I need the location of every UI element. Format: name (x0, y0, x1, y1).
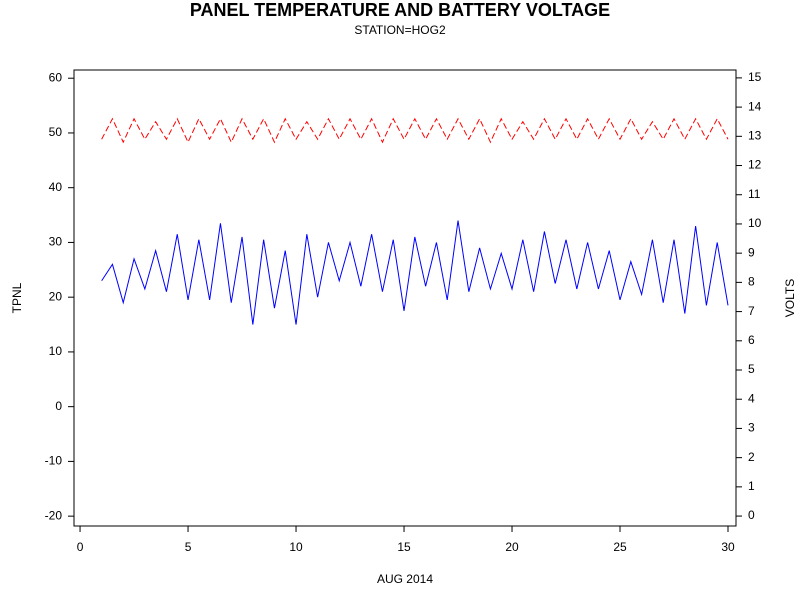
y2-tick-label: 2 (748, 450, 755, 464)
y2-tick-label: 1 (748, 479, 755, 493)
x-axis-label: AUG 2014 (377, 572, 433, 586)
y-tick-label: 60 (49, 70, 63, 84)
x-tick-label: 5 (185, 540, 192, 554)
y2-tick-label: 15 (748, 70, 762, 84)
y2-tick-label: 10 (748, 216, 762, 230)
y2-tick-label: 13 (748, 128, 762, 142)
y2-tick-label: 8 (748, 275, 755, 289)
x-tick-label: 15 (397, 540, 411, 554)
y2-axis-label: VOLTS (783, 279, 797, 317)
y2-tick-label: 7 (748, 304, 755, 318)
x-tick-label: 25 (613, 540, 627, 554)
y2-tick-label: 12 (748, 158, 762, 172)
y-tick-label: 10 (49, 344, 63, 358)
x-tick-label: 10 (289, 540, 303, 554)
chart-subtitle: STATION=HOG2 (354, 23, 446, 37)
x-tick-label: 30 (721, 540, 735, 554)
y2-tick-label: 4 (748, 391, 755, 405)
y-tick-label: -10 (45, 454, 63, 468)
chart-title: PANEL TEMPERATURE AND BATTERY VOLTAGE (190, 0, 610, 20)
y2-tick-label: 6 (748, 333, 755, 347)
y2-tick-label: 11 (748, 187, 761, 201)
y-tick-label: 20 (49, 289, 63, 303)
y-tick-label: 50 (49, 125, 63, 139)
plot-frame (73, 69, 737, 527)
y2-tick-label: 5 (748, 362, 755, 376)
y2-tick-label: 14 (748, 99, 762, 113)
y-tick-label: 0 (55, 399, 62, 413)
y-tick-label: -20 (45, 508, 63, 522)
series-line (101, 220, 729, 325)
y2-tick-label: 0 (748, 508, 755, 522)
y2-tick-label: 3 (748, 421, 755, 435)
y-tick-label: 40 (49, 180, 63, 194)
x-tick-label: 0 (77, 540, 84, 554)
y-tick-label: 30 (49, 235, 63, 249)
series-line (101, 117, 729, 144)
y2-tick-label: 9 (748, 245, 755, 259)
x-tick-label: 20 (505, 540, 519, 554)
y-axis-label: TPNL (10, 282, 24, 313)
